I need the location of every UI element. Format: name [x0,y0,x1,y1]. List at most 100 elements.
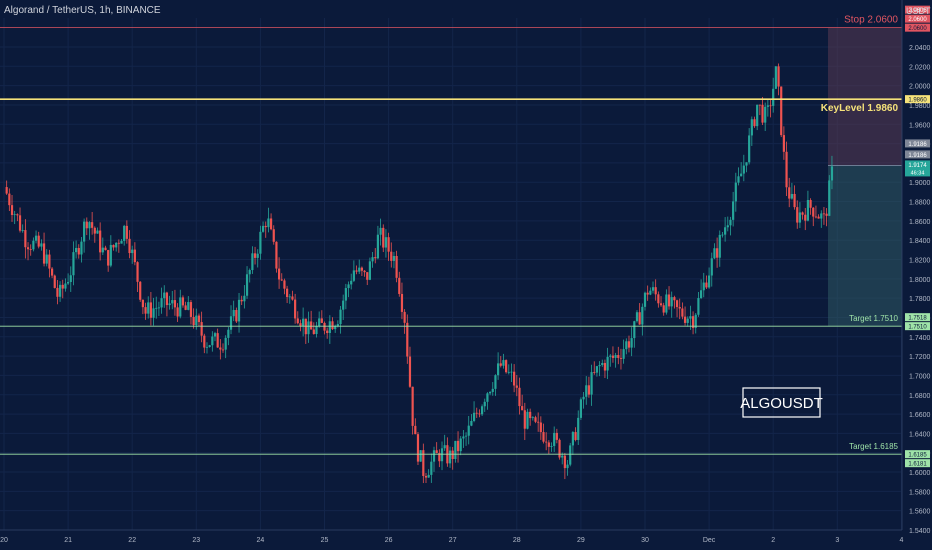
y-tick-label: 1.8400 [909,238,931,245]
candle-body [585,385,588,397]
candle-body [280,279,283,281]
candle-body [737,176,740,183]
candle-body [344,288,347,301]
x-tick-label: 23 [192,537,200,544]
candle-body [398,277,401,294]
candle-body [782,135,785,152]
candle-body [406,322,409,357]
y-tick-label: 1.6000 [909,470,931,477]
candle-body [558,439,561,458]
level-label-target1: Target 1.7510 [849,314,898,323]
candle-body [657,294,660,304]
candle-body [85,221,88,229]
candle-body [587,385,591,395]
candle-body [286,288,289,297]
candle-body [438,453,441,462]
symbol-title: Algorand / TetherUS, 1h, BINANCE [4,5,161,16]
candle-body [582,396,585,400]
current-price-countdown: 46:34 [911,170,925,176]
candle-body [203,335,206,348]
candle-body [630,338,633,348]
candle-body [21,230,24,231]
candle-body [208,345,211,347]
candle-body [505,360,508,373]
price-tag-extra-text: 1.7518 [908,316,927,322]
y-tick-label: 2.0000 [909,84,931,91]
candle-body [435,450,438,454]
candle-body [320,318,323,323]
candle-body [483,401,486,407]
candle-body [515,385,518,388]
candle-body [443,445,446,449]
price-tag-extra-text: 1.9186 [908,142,927,148]
price-tag-text-target1: 1.7510 [908,325,927,331]
candle-body [641,306,644,325]
candle-body [296,318,299,324]
candle-body [360,267,363,271]
candle-body [553,432,556,446]
candles [5,63,834,484]
candle-body [678,307,681,309]
candle-body [64,283,67,289]
candle-body [529,411,532,419]
candle-body [510,371,513,373]
candle-body [136,262,139,282]
candle-body [537,421,540,423]
candle-body [96,230,99,234]
candle-body [734,182,737,202]
candle-body [467,425,470,436]
candle-body [649,290,652,295]
candle-body [793,193,796,208]
candle-body [705,282,708,288]
candle-body [120,240,123,244]
x-tick-label: 20 [0,537,8,544]
candle-body [742,165,745,174]
candle-body [411,386,414,426]
candle-body [368,261,372,280]
candle-body [790,193,793,199]
candle-body [42,243,46,264]
symbol-box [742,387,821,418]
candle-body [820,213,823,219]
y-tick-label: 1.5600 [909,509,931,516]
candle-body [766,105,769,107]
candle-body [785,151,788,188]
candle-body [494,375,497,389]
candle-body [168,303,171,306]
candle-body [756,104,759,127]
candle-body [606,356,609,371]
y-tick-label: 1.9000 [909,180,931,187]
candle-body [780,86,783,136]
candle-body [104,247,107,251]
price-tag-key [905,95,930,104]
candle-body [128,238,131,254]
candle-body [603,363,607,371]
price-tag-text-stop: 2.0600 [908,26,927,32]
candle-body [822,213,826,215]
candle-body [480,406,484,415]
candle-body [251,253,254,271]
candle-body [523,410,526,429]
candle-body [187,302,190,310]
candle-body [382,227,385,248]
y-tick-label: 1.5800 [909,489,931,496]
candle-body [448,450,452,464]
time-axis[interactable]: 20 21 22 23 24 25 26 27 28 29 30 Dec 2 3 4 [0,529,903,544]
x-tick-label: 22 [128,537,136,544]
candle-body [427,474,430,478]
y-tick-label: 2.0400 [909,45,931,52]
candle-body [363,270,366,273]
candle-body [224,337,227,350]
candle-body [619,357,623,359]
candle-body [390,251,393,261]
level-label-target2: Target 1.6185 [849,442,898,451]
candle-body [513,371,516,386]
candle-body [237,299,241,322]
candle-body [721,234,724,236]
candle-body [219,347,222,350]
candle-body [366,272,369,280]
candle-body [144,307,147,314]
price-axis[interactable]: 2.04002.02002.00001.98001.96001.94001.92… [901,0,932,550]
candle-body [478,413,481,415]
